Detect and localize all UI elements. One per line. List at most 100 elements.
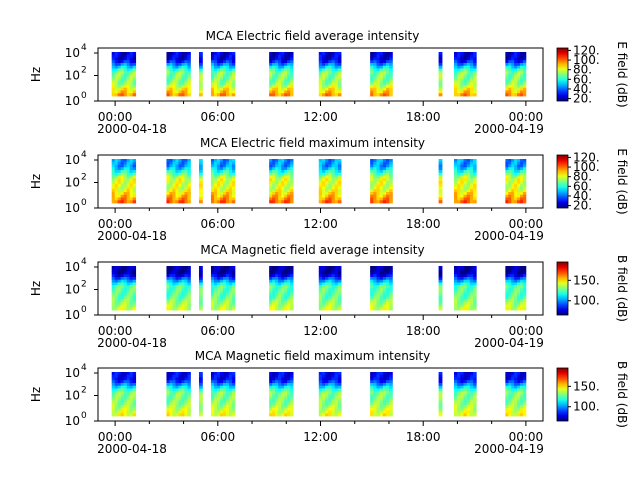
heatmap-cell [120, 277, 125, 281]
heatmap-cell [198, 74, 203, 78]
heatmap-cell [325, 90, 329, 94]
heatmap-cell [463, 266, 468, 270]
heatmap-cell [278, 172, 282, 176]
heatmap-cell [454, 82, 458, 86]
heatmap-cell [219, 405, 224, 409]
y-axis-label: Hz [29, 387, 43, 402]
heatmap-cell [511, 301, 515, 305]
colorbar-tick-label: 120. [573, 150, 600, 164]
heatmap-cell [216, 167, 221, 171]
heatmap-cell [331, 290, 336, 294]
heatmap-cell [225, 170, 230, 174]
heatmap-cell [269, 293, 273, 297]
heatmap-cell [318, 372, 323, 376]
heatmap-cell [275, 60, 279, 64]
heatmap-cell [175, 161, 179, 165]
heatmap-cell [457, 377, 461, 381]
heatmap-cell [123, 186, 128, 190]
heatmap-cell [178, 76, 182, 80]
heatmap-cell [184, 380, 188, 384]
heatmap-cell [172, 82, 176, 86]
heatmap-cell [231, 293, 236, 297]
heatmap-cell [278, 159, 282, 163]
heatmap-cell [132, 181, 137, 185]
heatmap-cell [389, 93, 393, 97]
heatmap-cell [287, 170, 291, 174]
heatmap-cell [166, 380, 170, 384]
heatmap-cell [469, 279, 474, 283]
heatmap-cell [463, 383, 468, 387]
heatmap-cell [511, 175, 515, 179]
heatmap-cell [517, 394, 521, 398]
heatmap-cell [454, 396, 458, 400]
heatmap-cell [172, 164, 176, 168]
heatmap-cell [126, 266, 131, 270]
heatmap-cell [132, 394, 137, 398]
heatmap-cell [386, 172, 390, 176]
heatmap-cell [514, 407, 518, 411]
heatmap-cell [373, 52, 377, 56]
heatmap-cell [389, 396, 393, 400]
y-tick-label: 10 [65, 283, 80, 297]
heatmap-cell [117, 68, 122, 72]
heatmap-cell [331, 200, 336, 204]
heatmap-cell [438, 290, 443, 294]
heatmap-cell [172, 288, 176, 292]
heatmap-cell [511, 164, 515, 168]
heatmap-cell [166, 93, 170, 97]
heatmap-cell [132, 385, 137, 389]
heatmap-cell [184, 178, 188, 182]
heatmap-cell [337, 394, 342, 398]
heatmap-cell [222, 200, 227, 204]
heatmap-cell [172, 293, 176, 297]
heatmap-cell [386, 167, 390, 171]
heatmap-cell [382, 186, 387, 190]
heatmap-cell [517, 288, 521, 292]
heatmap-cell [120, 307, 125, 311]
heatmap-cell [460, 380, 464, 384]
heatmap-cell [331, 164, 336, 168]
heatmap-cell [505, 279, 509, 283]
heatmap-cell [281, 285, 285, 289]
heatmap-cell [454, 293, 458, 297]
heatmap-cell [321, 377, 326, 381]
heatmap-cell [438, 396, 443, 400]
heatmap-cell [198, 301, 203, 305]
heatmap-cell [172, 301, 176, 305]
heatmap-cell [198, 186, 203, 190]
heatmap-cell [508, 385, 512, 389]
heatmap-cell [321, 274, 326, 278]
heatmap-cell [272, 82, 276, 86]
heatmap-cell [466, 178, 471, 182]
heatmap-cell [505, 372, 509, 376]
heatmap-cell [132, 172, 137, 176]
heatmap-cell [213, 167, 218, 171]
heatmap-cell [287, 76, 291, 80]
heatmap-cell [438, 189, 443, 193]
heatmap-cell [334, 186, 339, 190]
heatmap-cell [325, 200, 329, 204]
heatmap-cell [290, 413, 294, 417]
heatmap-cell [178, 296, 182, 300]
heatmap-cell [290, 63, 294, 67]
heatmap-cell [328, 161, 332, 165]
heatmap-cell [231, 383, 236, 387]
heatmap-cell [373, 399, 377, 403]
heatmap-cell [269, 178, 273, 182]
heatmap-cell [376, 301, 381, 305]
heatmap-cell [325, 380, 329, 384]
heatmap-cell [184, 175, 188, 179]
heatmap-cell [328, 57, 332, 61]
heatmap-cell [287, 164, 291, 168]
heatmap-cell [181, 74, 185, 78]
heatmap-cell [117, 391, 122, 395]
heatmap-cell [454, 304, 458, 308]
heatmap-cell [334, 178, 339, 182]
heatmap-cell [175, 391, 179, 395]
heatmap-cell [272, 374, 276, 378]
heatmap-cell [325, 268, 329, 272]
heatmap-cell [511, 277, 515, 281]
heatmap-cell [328, 388, 332, 392]
heatmap-cell [222, 183, 227, 187]
heatmap-cell [132, 288, 137, 292]
